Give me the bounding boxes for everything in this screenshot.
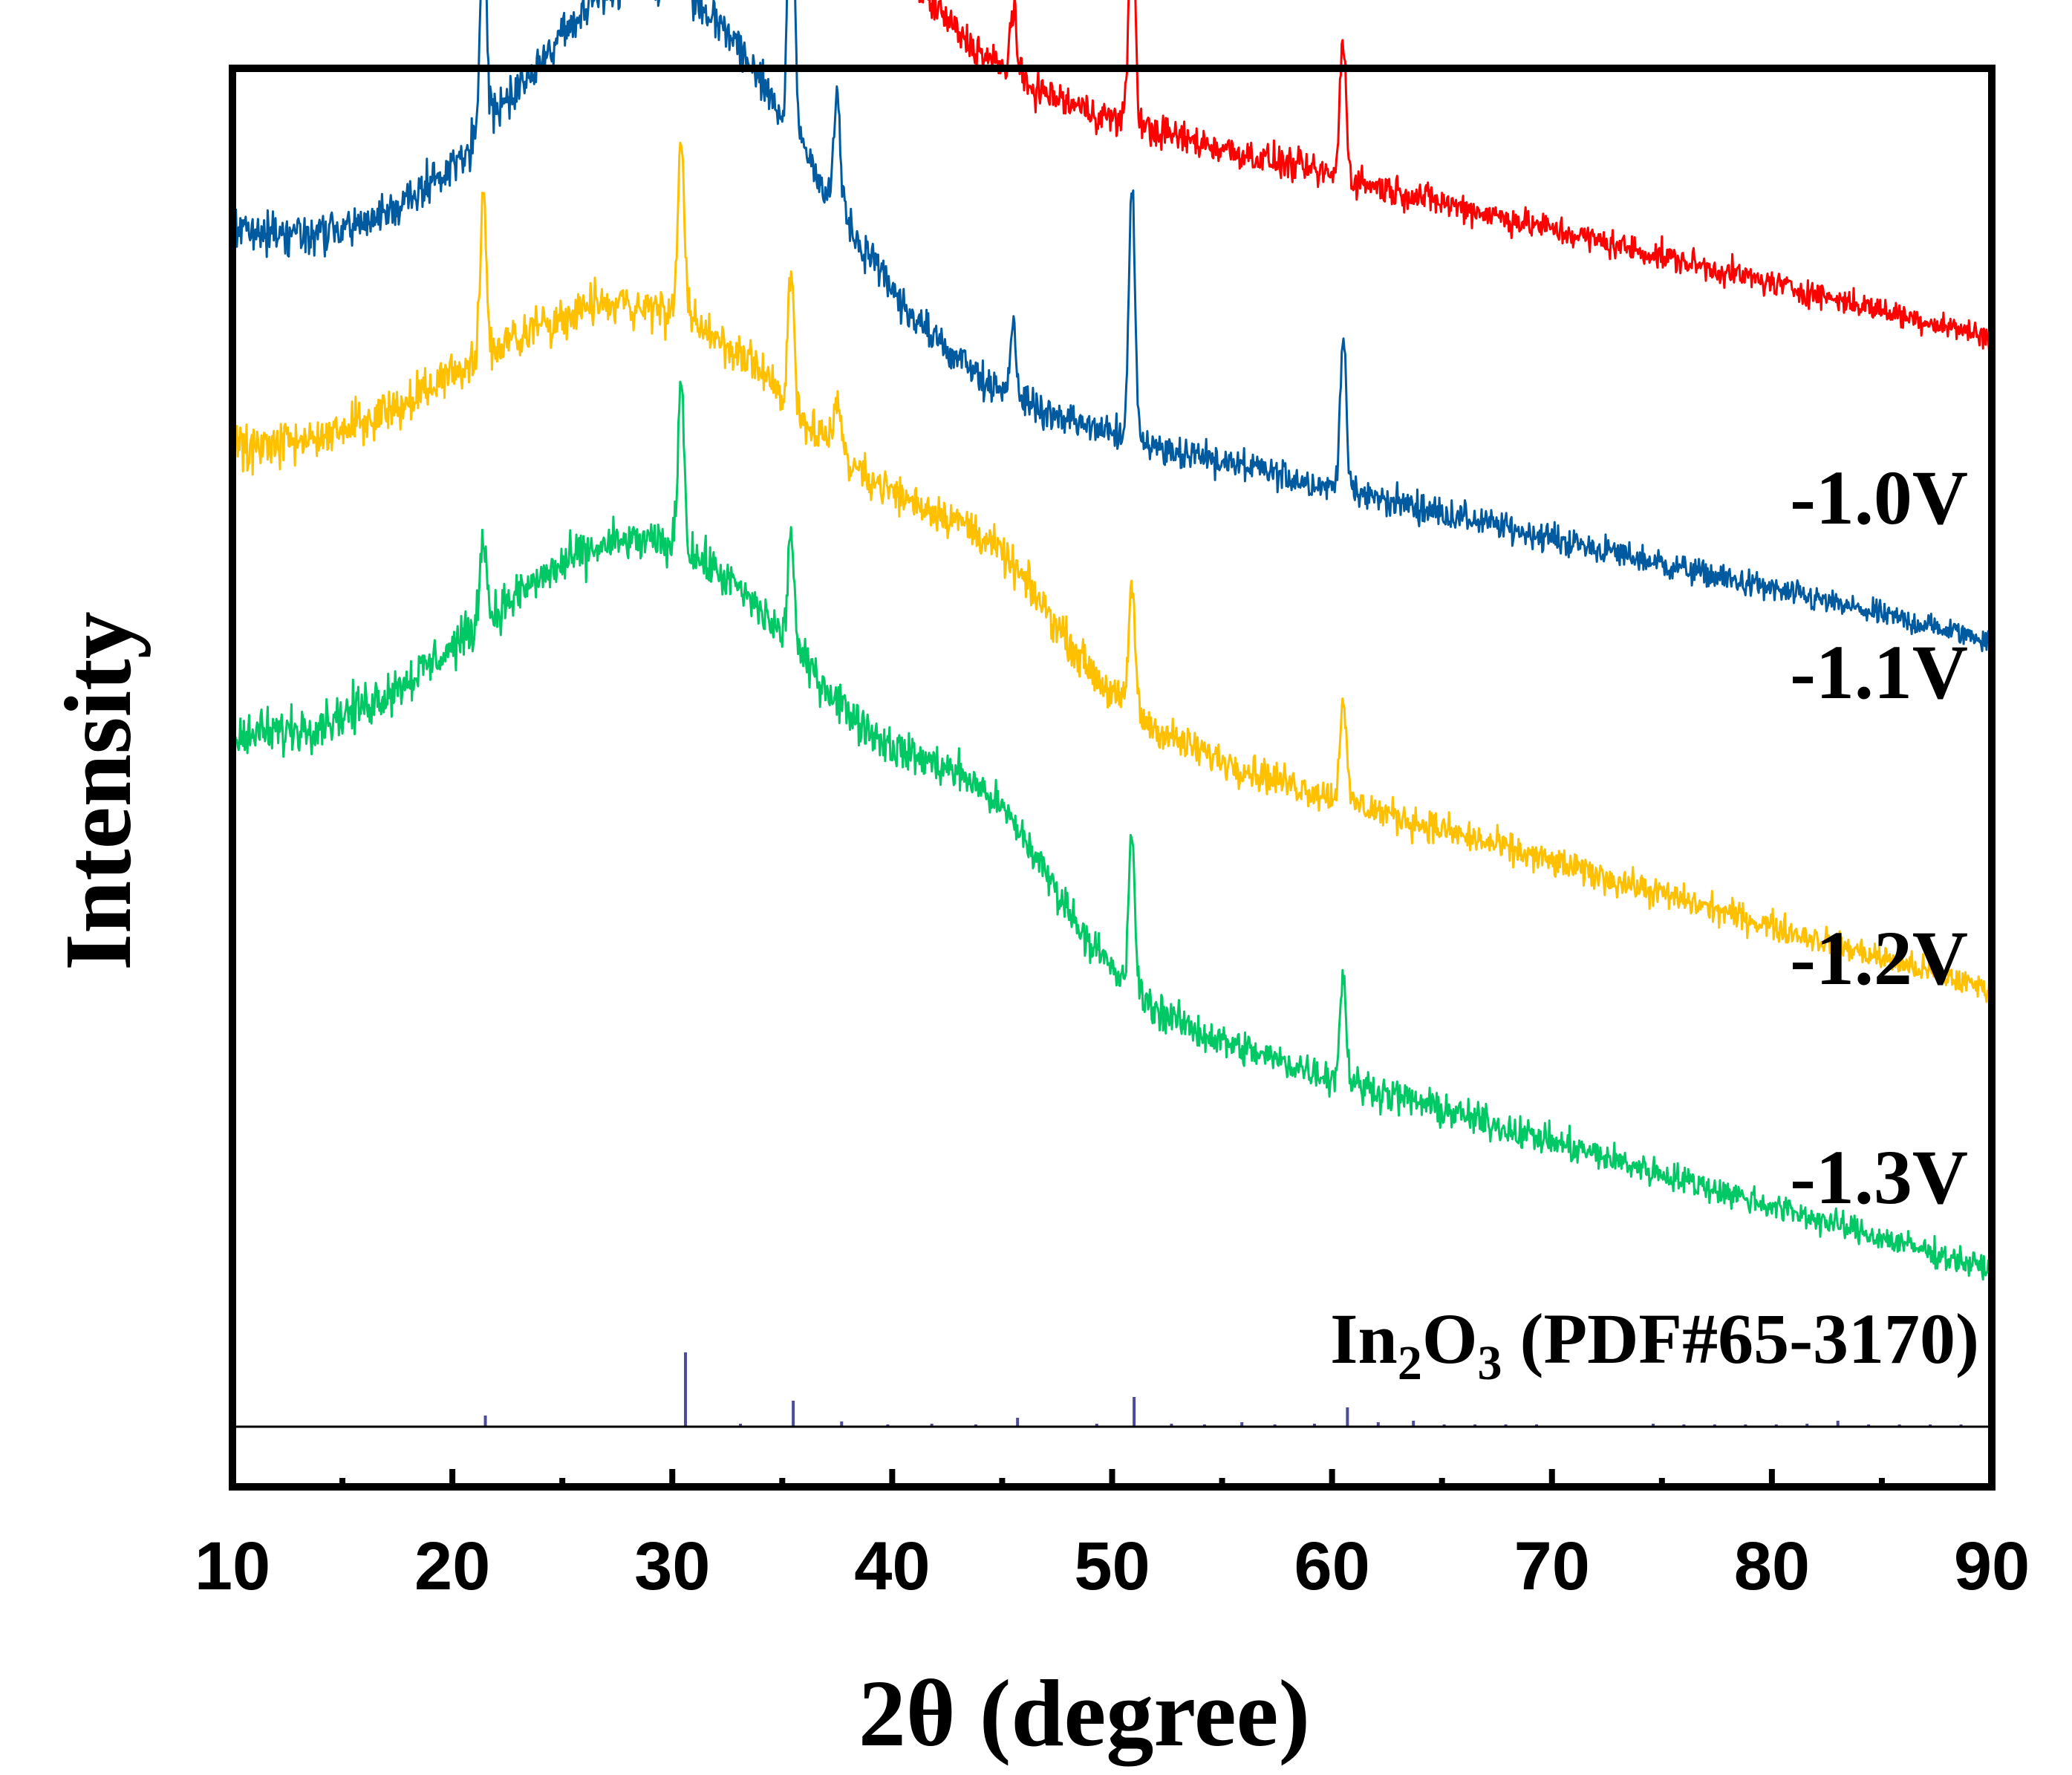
x-axis-ticks: 10 20 30 40 50 60 70 80 90 [195,1469,2030,1604]
series-layer [231,0,1993,1281]
series-label: -1.0V [1790,455,1968,541]
x-tick-label: 30 [634,1528,710,1604]
x-tick-label: 20 [414,1528,490,1604]
plot-frame [229,65,1996,1491]
x-axis-label: 2θ (degree) [859,1661,1310,1766]
y-axis-label: Intensity [45,611,151,971]
series-line [918,0,1993,352]
x-tick-label: 70 [1514,1528,1590,1604]
x-tick-label: 60 [1294,1528,1369,1604]
x-tick-label: 80 [1734,1528,1810,1604]
x-tick-label: 40 [854,1528,930,1604]
series-label: -1.3V [1790,1135,1968,1220]
series-label: -1.2V [1790,916,1968,1001]
x-tick-label: 90 [1954,1528,2030,1604]
x-tick-label: 50 [1074,1528,1150,1604]
series-line [231,380,1993,1281]
series-line [231,0,1993,653]
x-tick-label: 10 [195,1528,270,1604]
series-label: -1.1V [1790,630,1968,715]
reference-label: In2O3 (PDF#65-3170) [1330,1299,1979,1390]
series-line [231,141,1993,1007]
series-labels: -1.0V -1.1V -1.2V -1.3V [1790,455,1968,1220]
